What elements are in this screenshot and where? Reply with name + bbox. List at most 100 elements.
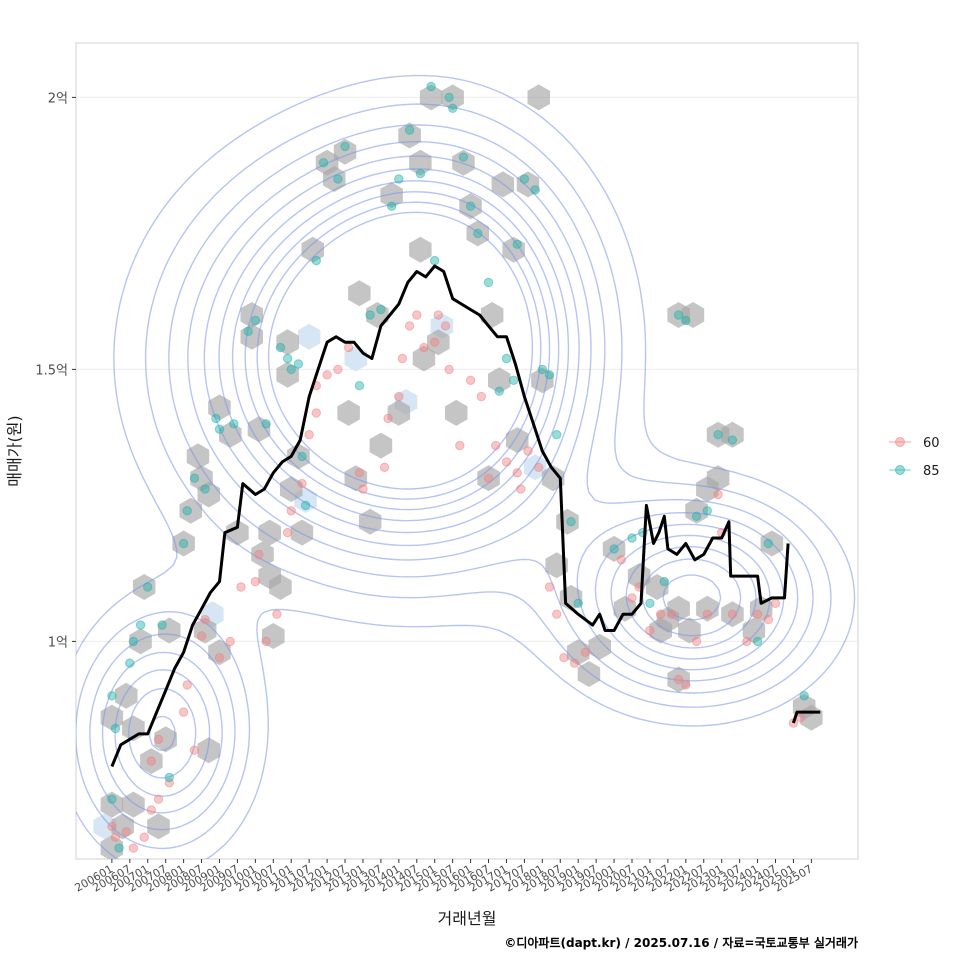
scatter-point-60: [501, 457, 512, 467]
scatter-point-85: [627, 533, 637, 543]
legend-key-85: [895, 465, 905, 475]
scatter-point-60: [379, 462, 390, 472]
scatter-point-85: [799, 691, 809, 701]
scatter-point-85: [501, 353, 512, 364]
scatter-point-85: [125, 658, 135, 668]
scatter-point-85: [659, 576, 669, 587]
scatter-point-85: [394, 174, 404, 184]
scatter-point-60: [196, 631, 207, 641]
scatter-point-60: [110, 832, 121, 842]
scatter-point-85: [178, 538, 189, 549]
hexbin: [527, 84, 550, 111]
hexbin: [369, 432, 393, 459]
scatter-point-85: [444, 92, 454, 103]
scatter-point-85: [261, 419, 271, 429]
scatter-point-85: [494, 386, 504, 396]
scatter-point-85: [752, 636, 763, 647]
scatter-point-85: [135, 620, 146, 630]
legend-label-60: 60: [923, 436, 940, 451]
hexbin: [516, 171, 540, 198]
density-contour-layer: [76, 74, 856, 859]
scatter-point-60: [128, 843, 139, 853]
y-tick-label: 1억: [48, 635, 68, 650]
scatter-point-60: [534, 462, 544, 472]
scatter-point-85: [702, 506, 712, 516]
scatter-point-60: [153, 734, 164, 744]
scatter-point-60: [440, 321, 451, 331]
hexbin: [380, 182, 403, 209]
scatter-point-60: [261, 636, 271, 647]
scatter-point-85: [387, 201, 397, 211]
hexbin: [140, 748, 163, 775]
moving-average-layer: [110, 264, 821, 768]
scatter-point-60: [272, 609, 282, 619]
scatter-point-60: [559, 653, 569, 663]
hexbin-light: [93, 813, 116, 840]
scatter-point-85: [243, 326, 253, 336]
scatter-point-60: [691, 636, 702, 647]
hexbin: [681, 302, 705, 328]
scatter-point-85: [297, 451, 307, 462]
scatter-point-85: [189, 473, 200, 483]
density-contour: [256, 201, 722, 621]
scatter-point-60: [358, 484, 368, 494]
hexbin: [290, 519, 314, 546]
scatter-point-60: [569, 658, 580, 668]
scatter-point-85: [426, 81, 436, 92]
scatter-point-60: [433, 310, 443, 320]
scatter-point-60: [189, 745, 200, 755]
y-tick-label: 2억: [48, 91, 68, 106]
scatter-point-85: [552, 430, 562, 440]
hexbin: [685, 497, 708, 524]
scatter-point-60: [286, 506, 296, 516]
x-axis-title: 거래년월: [438, 909, 497, 928]
scatter-point-60: [333, 364, 343, 375]
hexbin: [645, 574, 669, 600]
hexbin: [488, 367, 511, 394]
scatter-point-85: [318, 158, 329, 168]
hexbin: [179, 497, 202, 524]
scatter-point-85: [681, 315, 691, 326]
scatter-point-85: [157, 620, 167, 630]
scatter-point-85: [763, 538, 773, 549]
density-contour: [89, 124, 814, 831]
density-contour: [114, 155, 785, 797]
scatter-point-85: [128, 636, 139, 647]
scatter-point-60: [250, 576, 261, 587]
scatter-point-85: [365, 310, 375, 320]
scatter-point-85: [566, 517, 576, 527]
scatter-point-60: [419, 342, 429, 353]
scatter-point-85: [530, 185, 540, 195]
y-axis-title: 매매가(원): [5, 415, 24, 486]
scatter-point-85: [293, 359, 304, 369]
hexbin: [193, 617, 217, 644]
scatter-point-60: [200, 614, 210, 625]
hexbin: [147, 813, 170, 840]
scatter-point-60: [656, 609, 666, 619]
scatter-point-60: [236, 582, 246, 592]
scatter-point-60: [444, 364, 454, 375]
scatter-point-85: [458, 152, 469, 162]
scatter-point-60: [512, 468, 522, 478]
scatter-point-85: [311, 255, 321, 266]
legend-label-85: 85: [923, 464, 940, 479]
scatter-point-85: [483, 277, 494, 288]
scatter-point-60: [713, 489, 723, 500]
scatter-point-60: [727, 609, 738, 619]
scatter-point-85: [250, 315, 261, 326]
hexbin: [172, 530, 195, 557]
scatter-point-85: [164, 772, 175, 783]
hexbin-layer: [93, 84, 823, 859]
scatter-point-85: [544, 370, 555, 380]
scatter-point-60: [516, 484, 526, 494]
scatter-point-60: [214, 653, 225, 663]
scatter-point-60: [282, 527, 293, 538]
scatter-point-60: [153, 794, 164, 804]
scatter-point-85: [415, 168, 426, 179]
scatter-point-85: [713, 430, 723, 440]
hexbin: [667, 595, 690, 622]
moving-average-line-1: [110, 264, 790, 768]
hexbin: [276, 361, 299, 388]
scatter-point-85: [300, 500, 311, 511]
legend: 60 85: [889, 436, 940, 479]
